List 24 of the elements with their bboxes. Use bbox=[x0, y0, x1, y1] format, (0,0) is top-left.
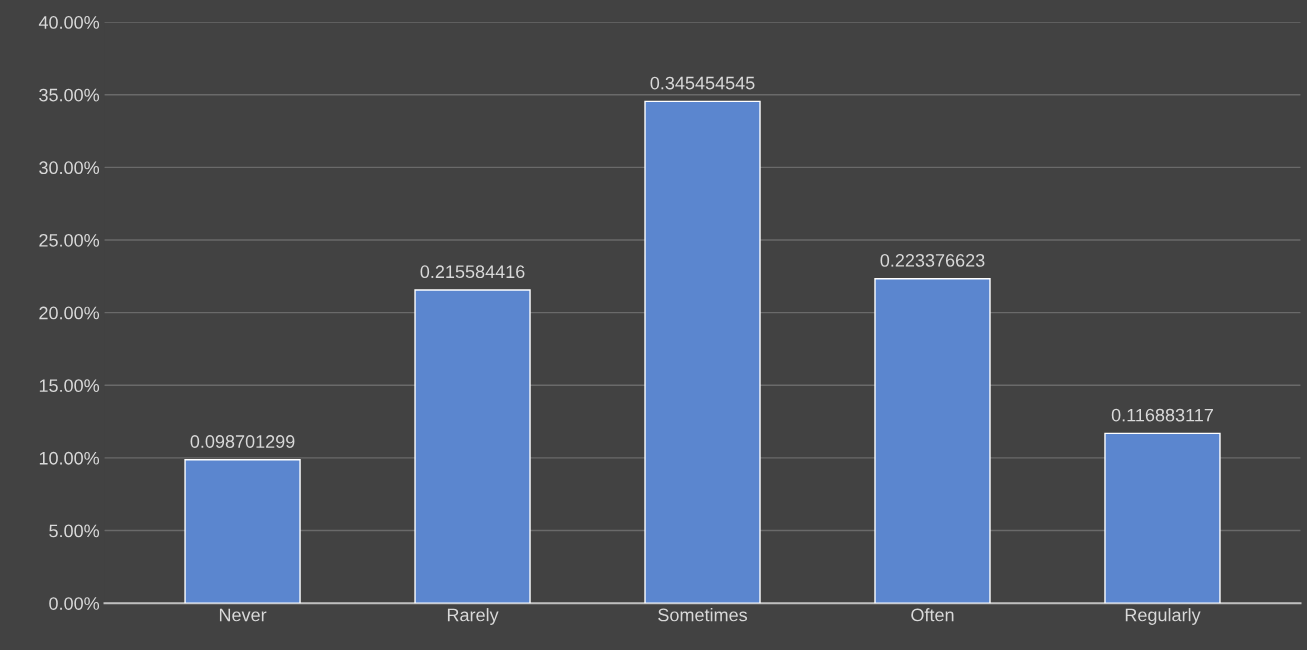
y-tick-label: 40.00% bbox=[38, 16, 100, 29]
data-label: 0.098701299 bbox=[190, 435, 295, 448]
data-label: 0.215584416 bbox=[420, 265, 525, 279]
x-tick-label: Often bbox=[911, 608, 954, 622]
y-tick-label: 35.00% bbox=[39, 88, 100, 102]
y-tick-label: 25.00% bbox=[39, 233, 100, 247]
bar bbox=[644, 100, 761, 604]
x-tick-label: Regularly bbox=[1125, 608, 1201, 625]
x-tick-label: Rarely bbox=[447, 608, 499, 625]
bar bbox=[1104, 432, 1221, 604]
bar bbox=[184, 459, 301, 604]
y-tick-label: 20.00% bbox=[39, 306, 100, 320]
bar bbox=[414, 289, 531, 604]
data-label: 0.116883117 bbox=[1111, 408, 1213, 422]
data-label: 0.223376623 bbox=[880, 254, 985, 267]
y-tick-label: 10.00% bbox=[39, 451, 100, 465]
data-label: 0.345454545 bbox=[650, 76, 755, 90]
y-tick-label: 0.00% bbox=[49, 597, 100, 610]
y-tick-label: 5.00% bbox=[49, 524, 100, 538]
x-tick-label: Sometimes bbox=[658, 608, 748, 622]
bar bbox=[874, 277, 991, 604]
y-tick-label: 30.00% bbox=[39, 161, 100, 175]
x-tick-label: Never bbox=[219, 608, 267, 622]
y-tick-label: 15.00% bbox=[39, 379, 100, 393]
